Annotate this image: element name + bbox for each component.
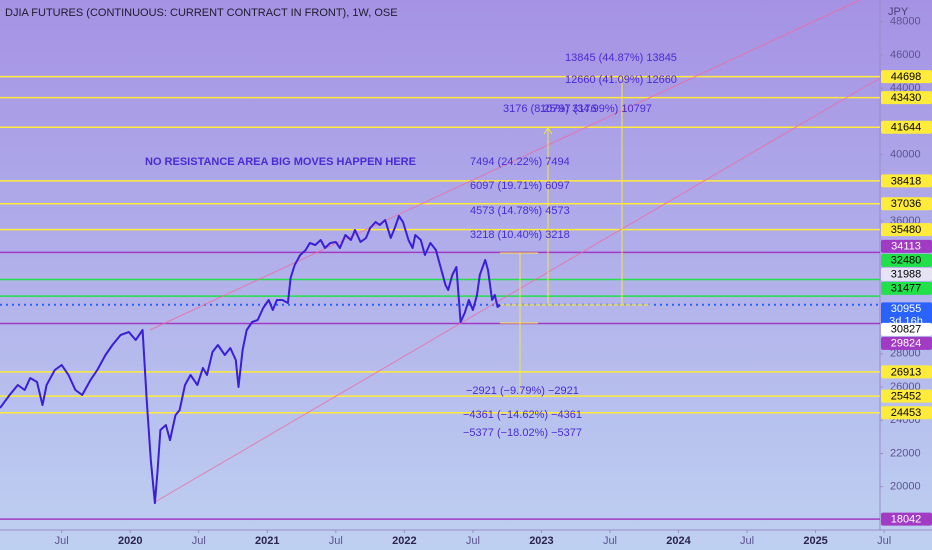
price-label (881, 365, 932, 379)
price-label-text: 38418 (891, 175, 922, 187)
trend-line (154, 77, 881, 503)
price-label (881, 174, 932, 188)
price-label-text: 30955 (891, 303, 922, 315)
x-tick-label: Jul (466, 535, 480, 547)
annotation: 12660 (41.09%) 12660 (565, 74, 677, 86)
y-tick-label: 40000 (890, 148, 921, 160)
x-tick-label: 2024 (666, 535, 691, 547)
annotation: 13845 (44.87%) 13845 (565, 52, 677, 64)
price-label (881, 336, 932, 350)
trend-line (149, 0, 861, 331)
x-tick-label: 2023 (529, 535, 553, 547)
price-line (0, 215, 501, 505)
price-label-text: 41644 (891, 122, 922, 134)
price-label (881, 389, 932, 403)
price-label-text: 43430 (891, 92, 922, 104)
y-tick-label: 22000 (890, 447, 921, 459)
x-tick-label: 2025 (803, 535, 827, 547)
price-label-text: 32480 (891, 255, 922, 267)
price-label-text: 30827 (891, 324, 922, 336)
x-tick-label: 2020 (118, 535, 142, 547)
y-tick-label: 48000 (890, 16, 921, 28)
annotation: 7494 (24.22%) 7494 (470, 156, 570, 168)
arrow-head (543, 127, 553, 135)
price-label-text: 31988 (891, 269, 922, 281)
annotation: 10797 (34.99%) 10797 (540, 103, 652, 115)
price-label (881, 267, 932, 281)
x-tick-label: Jul (192, 535, 206, 547)
price-label (881, 223, 932, 237)
price-label (881, 91, 932, 105)
price-label (881, 239, 932, 253)
price-label-text: 34113 (891, 241, 921, 253)
price-label (881, 120, 932, 134)
price-label (881, 512, 932, 526)
x-tick-label: 2021 (255, 535, 279, 547)
series (0, 215, 501, 505)
annotation: −5377 (−18.02%) −5377 (463, 427, 582, 439)
price-label-text: 37036 (891, 198, 922, 210)
price-label (881, 197, 932, 211)
y-tick-label: 44000 (890, 82, 921, 94)
price-label-text: 31477 (891, 283, 922, 295)
axes: 4800046000440004000036000280002600024000… (55, 16, 932, 547)
price-label-text: 24453 (891, 407, 922, 419)
x-tick-label: 2022 (392, 535, 416, 547)
price-label (881, 322, 932, 336)
price-label-text: 25452 (891, 391, 922, 403)
price-label (881, 70, 932, 84)
price-label (881, 406, 932, 420)
price-label (881, 253, 932, 267)
y-tick-label: 28000 (890, 348, 921, 360)
price-label (881, 302, 932, 329)
price-label-text: 44698 (891, 71, 922, 83)
arrow-head (617, 75, 627, 83)
x-tick-label: Jul (603, 535, 617, 547)
y-tick-label: 20000 (890, 481, 921, 493)
annotation: −4361 (−14.62%) −4361 (463, 409, 582, 421)
annotation: 3176 (8.25%) 3176 (503, 103, 597, 115)
price-label-text: 26913 (891, 366, 922, 378)
price-label-text: 35480 (891, 224, 922, 236)
y-tick-label: 46000 (890, 49, 921, 61)
x-tick-label: Jul (740, 535, 754, 547)
annotation: −2921 (−9.79%) −2921 (466, 385, 579, 397)
price-label (881, 281, 932, 295)
chart-title: DJIA FUTURES (CONTINUOUS: CURRENT CONTRA… (5, 7, 398, 19)
x-tick-label: Jul (329, 535, 343, 547)
x-tick-label: Jul (877, 535, 891, 547)
price-label-text: 29824 (891, 338, 922, 350)
annotation: NO RESISTANCE AREA BIG MOVES HAPPEN HERE (145, 156, 416, 168)
measure-tools (500, 75, 650, 392)
annotation: 3218 (10.40%) 3218 (470, 229, 570, 241)
price-label-text: 18042 (891, 514, 922, 526)
annotation: 6097 (19.71%) 6097 (470, 180, 570, 192)
currency-label: JPY (888, 6, 909, 18)
annotation: 4573 (14.78%) 4573 (470, 205, 570, 217)
x-tick-label: Jul (55, 535, 69, 547)
